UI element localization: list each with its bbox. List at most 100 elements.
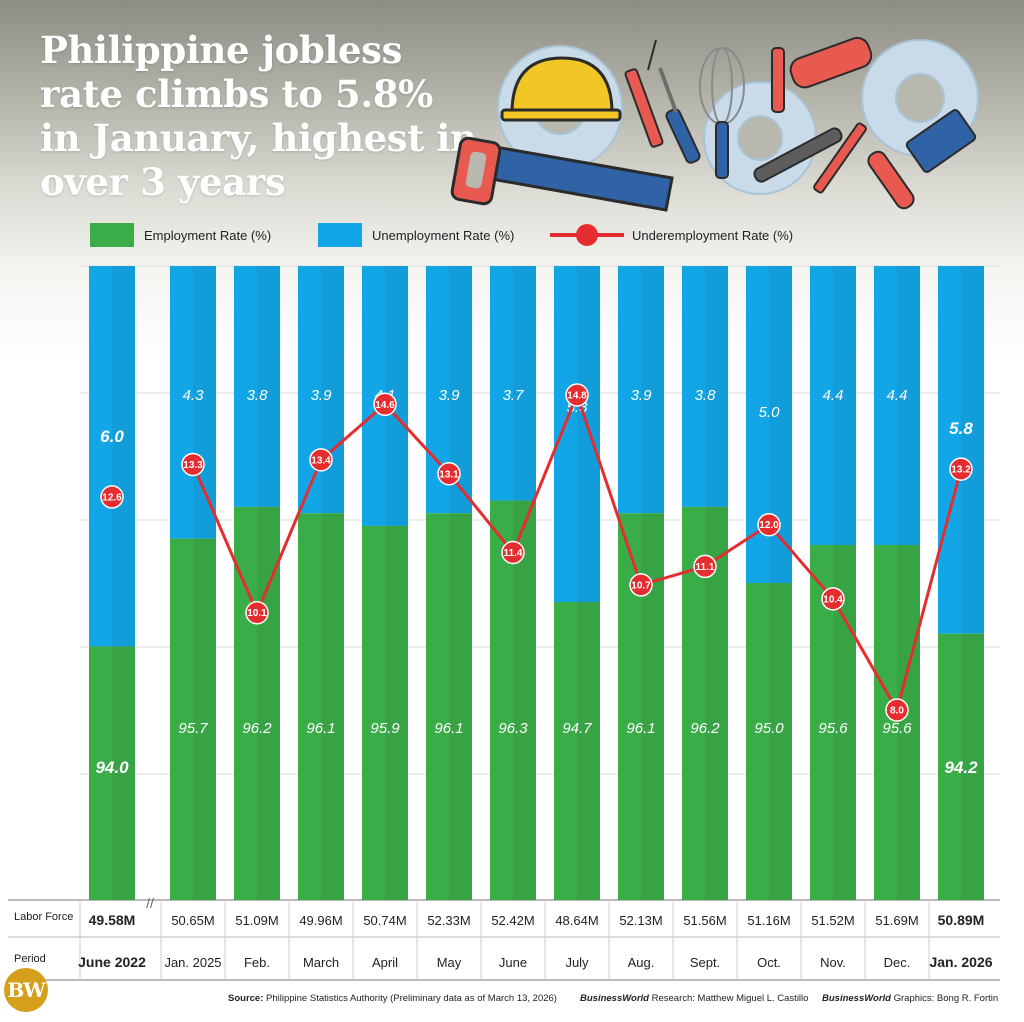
labor-force-value: 51.69M (875, 913, 918, 928)
bar-shade (321, 266, 344, 900)
employment-value-label: 96.2 (242, 720, 272, 737)
underemployment-point (693, 554, 717, 579)
tools-illustration (450, 36, 979, 212)
underemployment-point (181, 452, 205, 477)
period-label: Jan. 2025 (164, 955, 221, 970)
employment-value-label: 95.7 (178, 720, 208, 737)
underemployment-point (757, 512, 781, 537)
underemployment-point (629, 573, 653, 597)
underemployment-point (100, 485, 124, 509)
legend-underemployment: Underemployment Rate (%) (550, 222, 793, 248)
businessworld-logo: BW (4, 968, 48, 1012)
employment-bar (554, 602, 600, 900)
underemployment-value-label: 14.6 (375, 400, 395, 411)
period-label: Aug. (628, 955, 655, 970)
paintbrush-icon (867, 109, 977, 210)
unemployment-value-label: 3.8 (695, 387, 717, 404)
screwdriver-icon (658, 67, 701, 164)
unemployment-bar (170, 266, 216, 539)
underemployment-point (309, 448, 333, 472)
unemployment-value-label: 5.0 (759, 404, 781, 421)
period-label: Dec. (884, 955, 911, 970)
underemployment-point (245, 600, 269, 625)
unemployment-value-label: 4.4 (823, 387, 844, 404)
labor-force-value: 49.96M (299, 913, 342, 928)
underemployment-value-label: 8.0 (890, 706, 904, 717)
unemployment-value-label: 6.0 (100, 427, 124, 446)
labor-force-value: 52.33M (427, 913, 470, 928)
chart-area: //94.06.095.74.396.23.896.13.995.94.196.… (8, 265, 1000, 981)
source-text: Philippine Statistics Authority (Prelimi… (266, 993, 557, 1004)
bar-shade (769, 266, 792, 900)
bar-shade (705, 266, 728, 900)
unemployment-value-label: 3.9 (439, 387, 461, 404)
employment-value-label: 96.1 (434, 720, 463, 737)
wrench-icon (753, 127, 843, 183)
legend-unemployment: Unemployment Rate (%) (318, 222, 514, 248)
bar-shade (897, 266, 920, 900)
labor-force-value: 49.58M (89, 912, 136, 928)
underemployment-value-label: 13.4 (311, 455, 331, 466)
legend-unemployment-label: Unemployment Rate (%) (372, 227, 515, 243)
employment-value-label: 96.2 (690, 720, 720, 737)
bar-shade (449, 266, 472, 900)
underemployment-value-label: 13.3 (183, 460, 203, 471)
underemployment-point (437, 462, 461, 486)
labor-force-row-label: Labor Force (14, 911, 74, 923)
period-label: Oct. (757, 955, 781, 970)
underemployment-point (821, 587, 845, 611)
bar-shade (577, 266, 600, 900)
employment-bar (490, 500, 536, 900)
legend-employment: Employment Rate (%) (90, 222, 271, 248)
underemployment-value-label: 11.4 (504, 548, 523, 559)
bar-shade (513, 266, 536, 900)
graphics-credit: BusinessWorld Graphics: Bong R. Fortin (822, 993, 998, 1004)
unemployment-bar (810, 266, 856, 545)
brush-icon (813, 122, 867, 194)
employment-bar (746, 583, 792, 900)
legend-employment-swatch (90, 223, 134, 247)
period-label: Feb. (244, 955, 270, 970)
chart-title: Philippine jobless rate climbs to 5.8% i… (40, 28, 477, 204)
employment-bar (362, 525, 408, 900)
period-label: Nov. (820, 955, 846, 970)
employment-value-label: 95.9 (370, 720, 400, 737)
employment-value-label: 96.1 (626, 720, 655, 737)
unemployment-bar (682, 266, 728, 507)
labor-force-value: 50.89M (938, 912, 985, 928)
unemployment-bar (618, 266, 664, 514)
whisk-icon (699, 47, 745, 179)
saw-icon (450, 136, 674, 212)
graphics-credit-text: Graphics: Bong R. Fortin (890, 993, 999, 1004)
legend-unemployment-swatch (318, 223, 362, 247)
employment-bar (170, 538, 216, 900)
underemployment-value-label: 14.8 (567, 391, 587, 402)
syringe-icon (624, 39, 664, 148)
labor-force-value: 52.13M (619, 913, 662, 928)
underemployment-value-label: 12.6 (102, 492, 122, 503)
underemployment-value-label: 13.1 (439, 469, 459, 480)
underemployment-point (565, 383, 589, 407)
period-label: Sept. (690, 955, 720, 970)
employment-value-label: 95.6 (818, 720, 848, 737)
employment-value-label: 94.2 (944, 758, 978, 777)
unemployment-bar (938, 266, 984, 634)
period-label: April (372, 955, 398, 970)
employment-bar (298, 513, 344, 900)
labor-force-value: 52.42M (491, 913, 534, 928)
hard-hat-icon (500, 56, 622, 122)
employment-bar (874, 544, 920, 900)
bar-shade (385, 266, 408, 900)
labor-force-value: 48.64M (555, 913, 598, 928)
period-label: March (303, 955, 339, 970)
research-credit-label: BusinessWorld (580, 993, 649, 1004)
employment-value-label: 94.7 (562, 720, 592, 737)
employment-value-label: 96.1 (306, 720, 335, 737)
unemployment-bar (234, 266, 280, 507)
employment-value-label: 96.3 (498, 720, 528, 737)
unemployment-value-label: 4.3 (183, 387, 205, 404)
bar-shade (112, 266, 135, 900)
underemployment-value-label: 12.0 (759, 520, 779, 531)
labor-force-value: 51.56M (683, 913, 726, 928)
graphics-credit-label: BusinessWorld (822, 993, 891, 1004)
